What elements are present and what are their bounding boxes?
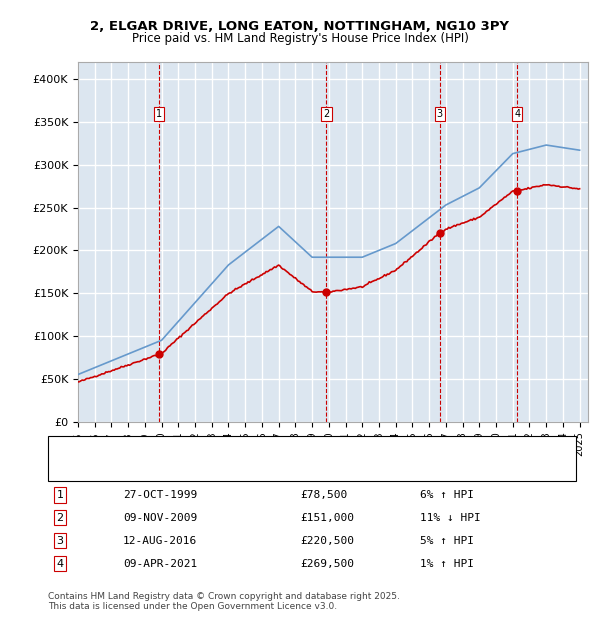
Text: 2, ELGAR DRIVE, LONG EATON, NOTTINGHAM, NG10 3PY: 2, ELGAR DRIVE, LONG EATON, NOTTINGHAM, … [91, 20, 509, 33]
Text: 2, ELGAR DRIVE, LONG EATON, NOTTINGHAM, NG10 3PY (detached house): 2, ELGAR DRIVE, LONG EATON, NOTTINGHAM, … [81, 442, 469, 452]
Text: —: — [63, 440, 78, 454]
Text: 11% ↓ HPI: 11% ↓ HPI [420, 513, 481, 523]
Text: 27-OCT-1999: 27-OCT-1999 [123, 490, 197, 500]
Text: 1% ↑ HPI: 1% ↑ HPI [420, 559, 474, 569]
Text: 09-APR-2021: 09-APR-2021 [123, 559, 197, 569]
Text: HPI: Average price, detached house, Erewash: HPI: Average price, detached house, Erew… [81, 456, 318, 466]
Text: 2: 2 [56, 513, 64, 523]
Text: 2: 2 [323, 109, 329, 119]
Text: 1: 1 [156, 109, 162, 119]
Text: Price paid vs. HM Land Registry's House Price Index (HPI): Price paid vs. HM Land Registry's House … [131, 32, 469, 45]
Text: 5% ↑ HPI: 5% ↑ HPI [420, 536, 474, 546]
Text: This data is licensed under the Open Government Licence v3.0.: This data is licensed under the Open Gov… [48, 602, 337, 611]
Text: £269,500: £269,500 [300, 559, 354, 569]
Text: 4: 4 [56, 559, 64, 569]
Text: 6% ↑ HPI: 6% ↑ HPI [420, 490, 474, 500]
Text: 3: 3 [56, 536, 64, 546]
Text: —: — [63, 453, 78, 468]
Text: 09-NOV-2009: 09-NOV-2009 [123, 513, 197, 523]
Text: £78,500: £78,500 [300, 490, 347, 500]
Text: £151,000: £151,000 [300, 513, 354, 523]
Text: 3: 3 [436, 109, 443, 119]
Text: 1: 1 [56, 490, 64, 500]
Text: 12-AUG-2016: 12-AUG-2016 [123, 536, 197, 546]
Text: £220,500: £220,500 [300, 536, 354, 546]
Text: 4: 4 [514, 109, 520, 119]
Text: Contains HM Land Registry data © Crown copyright and database right 2025.: Contains HM Land Registry data © Crown c… [48, 592, 400, 601]
